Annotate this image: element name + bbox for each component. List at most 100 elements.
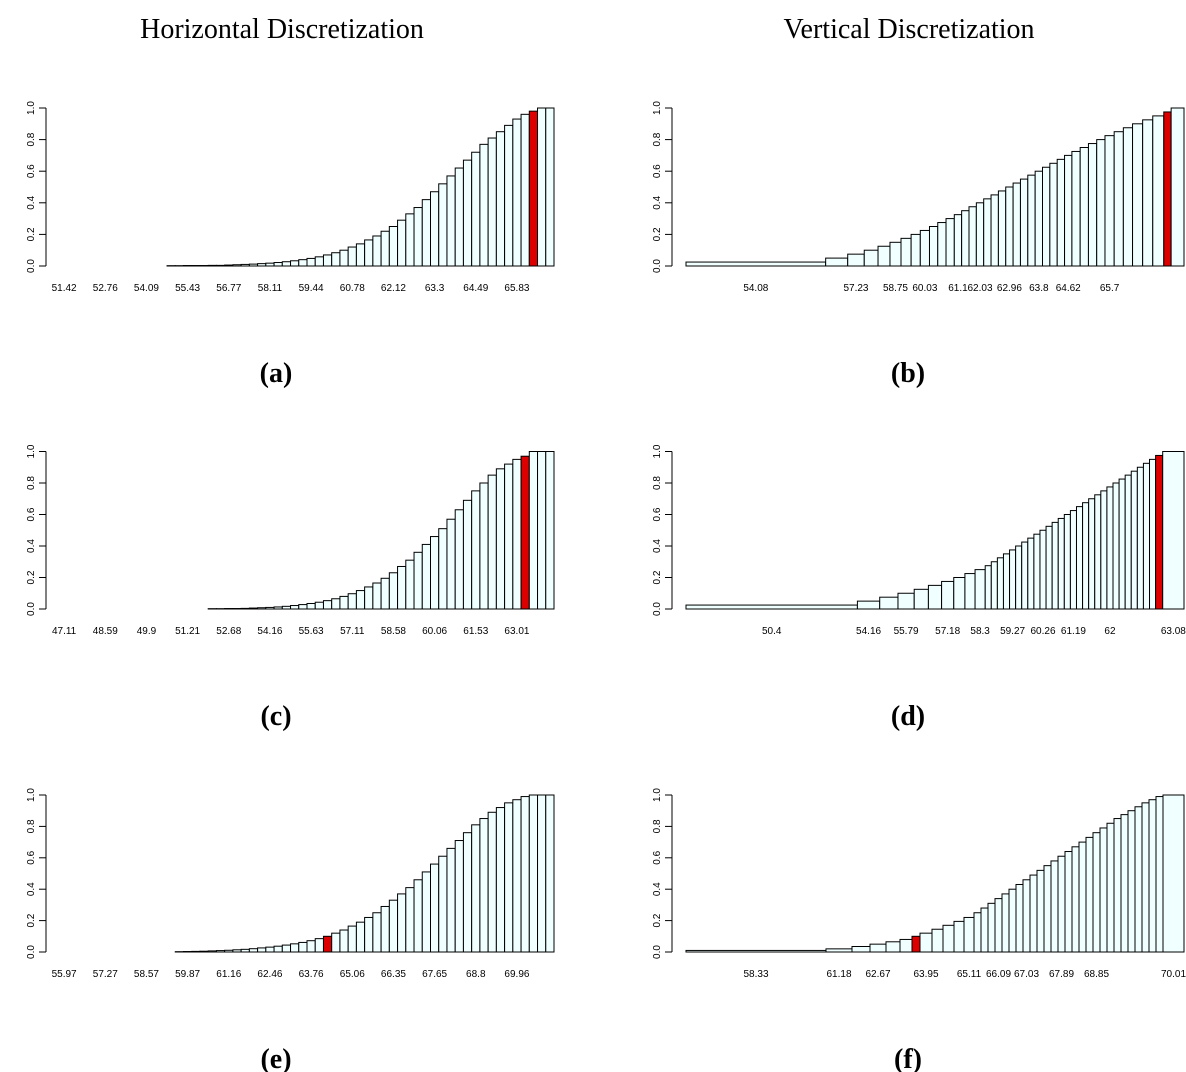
bar [1021,541,1029,610]
x-tick-label: 61.53 [463,626,488,637]
bar [306,940,316,953]
bar [322,600,333,610]
bar [974,569,986,610]
y-tick-label: 0.2 [26,570,37,584]
x-tick-label: 64.49 [463,283,488,294]
bar [1141,802,1150,953]
bar [224,264,234,267]
bar [240,948,250,953]
bar [885,941,901,953]
y-tick-label: 1.0 [652,788,663,802]
bar [825,257,849,267]
bar [1057,855,1066,953]
bar [1015,883,1024,953]
bar [314,938,324,953]
panel-caption: (c) [260,701,291,732]
x-tick-label: 55.97 [52,969,77,980]
x-tick-label: 65.7 [1100,283,1120,294]
bar [963,916,975,953]
bar [487,137,497,267]
y-tick-label: 1.0 [652,444,663,458]
x-tick-label: 59.87 [175,969,200,980]
x-tick-label: 62.12 [381,283,406,294]
bar [1085,836,1094,953]
column-title: Horizontal Discretization [140,14,424,45]
x-tick-label: 60.78 [340,283,365,294]
bar [1029,874,1038,953]
bar [537,107,547,267]
x-tick-label: 64.62 [1056,283,1081,294]
bar [545,794,555,953]
bar [869,943,887,953]
bar [298,604,308,610]
bar [1043,865,1052,953]
x-tick-label: 49.9 [137,626,157,637]
bar [446,518,456,610]
bar [964,573,976,610]
bar [1122,127,1134,267]
bar [997,190,1007,267]
bar [265,946,275,953]
y-tick-label: 0.4 [26,882,37,896]
bar [1134,806,1143,953]
bar [248,263,259,267]
y-tick-label: 0.4 [26,195,37,209]
bar [438,183,448,267]
bar [504,802,514,953]
bar [232,264,242,267]
bar [1136,466,1144,610]
bar [438,855,448,953]
bar [1162,794,1185,953]
bar [1064,851,1073,953]
bar [889,241,902,267]
x-tick-label: 54.16 [257,626,282,637]
x-tick-label: 61.1 [948,283,968,294]
y-tick-label: 0.0 [26,945,37,959]
bar [1033,533,1041,610]
x-tick-label: 52.76 [93,283,118,294]
x-tick-label: 61.19 [1061,626,1086,637]
bar [281,944,292,953]
bar [928,226,939,267]
x-tick-label: 66.35 [381,969,406,980]
bar [191,950,201,953]
x-tick-label: 60.26 [1031,626,1056,637]
bar [347,593,357,610]
bar [685,604,858,610]
bar [331,598,341,610]
bar [685,949,827,953]
bar [528,110,539,267]
y-tick-label: 1.0 [26,101,37,115]
y-tick-label: 0.6 [652,850,663,864]
bar [347,246,357,267]
bar [479,818,489,953]
bar [931,928,944,953]
y-tick-label: 0.0 [652,259,663,273]
bar [520,455,530,610]
bar [1034,170,1044,267]
bar [495,807,506,953]
bar [1045,525,1053,610]
bar [994,898,1003,953]
bar [355,243,366,267]
x-tick-label: 60.06 [422,626,447,637]
bar [968,206,977,267]
bar [372,582,382,610]
bar [273,945,283,953]
x-tick-label: 57.27 [93,969,118,980]
y-tick-label: 0.2 [652,913,663,927]
y-tick-label: 0.6 [26,850,37,864]
bar [364,239,374,267]
x-tick-label: 58.33 [743,969,768,980]
x-tick-label: 62.03 [968,283,993,294]
bar [919,229,930,267]
bar [1094,494,1102,610]
bar [520,113,530,267]
bar [537,794,547,953]
bar [953,577,966,610]
x-tick-label: 63.76 [299,969,324,980]
x-tick-label: 58.57 [134,969,159,980]
x-tick-label: 63.95 [913,969,938,980]
x-tick-label: 68.8 [466,969,486,980]
bar [1049,162,1058,267]
